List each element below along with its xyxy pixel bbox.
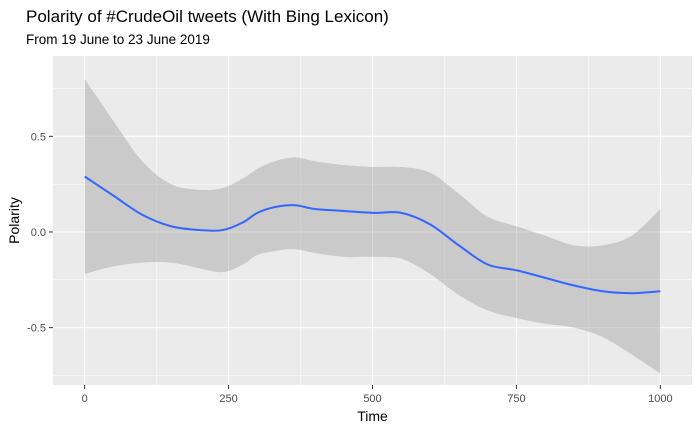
x-tick-label: 500 <box>363 393 381 405</box>
x-tick-label: 0 <box>82 393 88 405</box>
y-tick-label: 0.5 <box>31 131 46 143</box>
x-tick-label: 750 <box>507 393 525 405</box>
chart-title: Polarity of #CrudeOil tweets (With Bing … <box>26 7 389 26</box>
y-axis-ticks: -0.5 0.0 0.5 <box>27 131 53 335</box>
x-tick-label: 250 <box>219 393 237 405</box>
y-tick-label: 0.0 <box>31 227 46 239</box>
smooth-line <box>84 175 661 295</box>
x-tick-label: 1000 <box>648 393 672 405</box>
x-axis-ticks: 0 250 500 750 1000 <box>82 385 673 405</box>
confidence-band <box>84 78 661 374</box>
x-axis-title: Time <box>357 408 388 424</box>
y-axis-title: Polarity <box>6 197 22 244</box>
chart-subtitle: From 19 June to 23 June 2019 <box>26 32 210 47</box>
y-tick-label: -0.5 <box>27 323 46 335</box>
grid-major <box>53 56 692 385</box>
